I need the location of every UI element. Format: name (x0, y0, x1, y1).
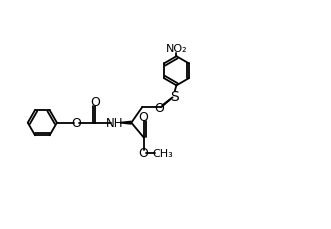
Polygon shape (120, 121, 131, 125)
Text: CH₃: CH₃ (152, 148, 173, 158)
Text: O: O (71, 117, 81, 130)
Text: S: S (170, 89, 179, 103)
Text: O: O (139, 146, 149, 159)
Text: O: O (154, 102, 164, 115)
Text: O: O (90, 96, 100, 109)
Text: NH: NH (105, 117, 123, 130)
Text: NO₂: NO₂ (166, 43, 187, 53)
Text: O: O (139, 110, 149, 123)
